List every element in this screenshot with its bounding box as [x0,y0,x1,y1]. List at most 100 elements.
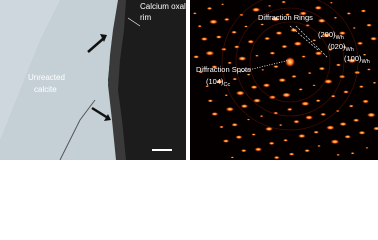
rim-label: Calcium oxalate [140,2,197,11]
diffraction-spot [370,36,378,41]
tem-panel: Calcium oxalate rim Unreacted calcite [0,0,197,160]
diffraction-spot [313,130,319,134]
diffraction-spot [360,9,367,13]
diffraction-spot [220,47,227,51]
diffraction-spot [304,149,310,153]
diffraction-spot [205,50,215,56]
diffraction-spot [344,134,351,139]
rim-pointer [127,17,141,27]
diffraction-spot [251,7,261,13]
rings-label: Diffraction Rings [258,13,313,22]
diffraction-spot [358,130,366,135]
diffraction-spot [285,13,291,17]
diffraction-spot [373,126,378,131]
diffraction-spot [246,73,251,76]
diffraction-spot [273,155,280,160]
diffraction-spot [221,0,359,131]
diffraction-spot [330,94,336,98]
diffraction-spot [253,98,261,103]
diffraction-spot [223,17,230,21]
diffraction-spot [200,37,208,41]
diffraction-spot [264,36,271,41]
diffraction-spot [307,72,312,75]
diffraction-spot [299,11,307,16]
diffraction-spot [301,55,306,58]
diffraction-spot [362,53,367,56]
diffraction-spot [367,112,376,118]
diffraction-spot [219,125,224,129]
diffraction-spot [343,90,349,94]
diffraction-spot [246,118,251,121]
diffraction-spot [326,125,335,130]
diffraction-spot [267,4,272,7]
diffraction-spot [227,61,232,65]
diffraction-spot [207,99,214,103]
diffraction-spot [366,68,371,71]
diffraction-spot [278,124,283,127]
diffraction-spot [312,84,316,87]
diffraction-spot [222,139,230,143]
ring-index-main: (200) [318,30,336,39]
diffraction-spot [305,115,313,120]
diffraction-spot [366,23,372,27]
ring-pointer [289,25,319,51]
diffraction-spot [288,152,295,156]
diffraction-spot [298,134,306,139]
ring-index: (100)Wh [344,54,370,65]
diffraction-spot [211,65,218,69]
diffraction-spot [250,85,258,90]
diffraction-spot [317,144,321,147]
diffraction-spot [347,58,357,64]
crack [59,99,96,160]
diffraction-spot [261,69,265,71]
diffraction-spot [281,44,288,49]
diffraction-spot [346,12,352,15]
ring-index-sub: Wh [346,47,354,53]
diffraction-spot [255,54,259,57]
diffraction-spot [254,147,262,152]
spot-index: (104)Cc [206,77,230,88]
spot-index-sub: Cc [224,82,231,88]
diffraction-spot [211,112,219,116]
diffraction-panel [190,0,378,160]
diffraction-spot [335,63,341,67]
calcite-shade [0,0,60,140]
diffraction-spot [235,7,345,117]
ring-index: (020)Wh [328,42,354,53]
diffraction-spot [324,79,333,84]
diffraction-spot [314,5,322,10]
diffraction-spot [240,149,247,153]
diffraction-spot [249,21,331,103]
diffraction-spot [342,45,347,49]
diffraction-spot [333,16,338,19]
diffraction-spot [281,0,286,4]
diffraction-spot [230,156,235,159]
figure: Calcium oxalate rim Unreacted calcite Di… [0,0,378,160]
calcite-label: Unreacted [28,73,65,82]
diffraction-spot [320,112,327,116]
diffraction-spot [338,31,346,35]
diffraction-spot [322,33,331,38]
diffraction-spot [244,25,248,28]
diffraction-spot [215,35,222,39]
diffraction-spot [283,138,289,142]
diffraction-spot [358,85,364,89]
diffraction-spot [352,118,360,122]
diffraction-spot [225,107,235,112]
diffraction-spot [268,95,277,100]
diffraction-spot [365,147,369,149]
diffraction-spot [339,122,347,127]
diffraction-spot [224,94,229,97]
diffraction-spot [372,81,377,84]
diffraction-spot [265,126,273,132]
diffraction-spot [301,101,310,106]
diffraction-spot [271,16,280,22]
ring-pointer [295,25,329,59]
diffraction-annotations: Diffraction Rings (200) Wh (020)Wh (100)W… [196,13,370,88]
diffraction-spot [193,55,200,59]
diffraction-spot [192,12,197,15]
ring-index-main: (020) [328,42,346,51]
diffraction-spot [305,24,310,27]
spot-pointer [239,59,291,73]
diffraction-spot [220,3,225,6]
